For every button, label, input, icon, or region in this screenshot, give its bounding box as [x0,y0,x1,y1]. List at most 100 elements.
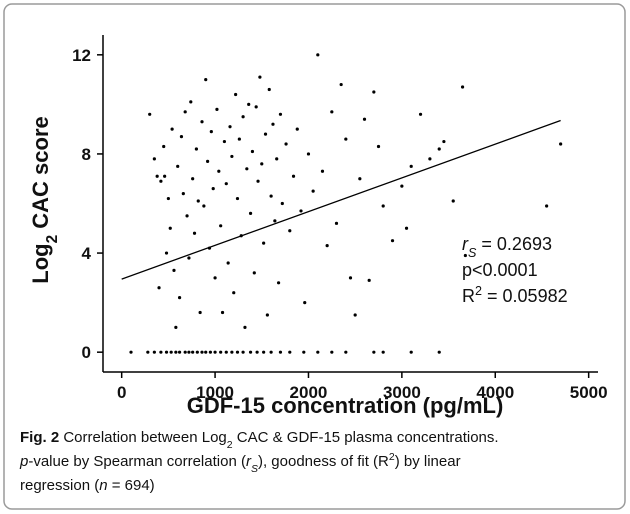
point [334,221,339,225]
point [255,350,259,354]
point [235,350,240,354]
point [164,350,169,354]
point [404,226,409,230]
point [176,164,180,168]
text-run: = 0.05982 [482,286,568,306]
y-axis-label: Log2 CAC score [28,116,61,283]
point [275,157,279,161]
fit-line [121,119,561,280]
point [162,144,166,149]
text-run: Log [28,243,53,283]
y-tick-label: 12 [72,46,91,65]
point [381,350,385,354]
point [202,204,206,208]
point [129,350,133,354]
point [208,350,213,354]
point [220,310,225,315]
text-run: S [468,246,477,260]
point [260,162,264,166]
point [303,301,307,305]
caption-line: p-value by Spearman correlation (rS), go… [19,451,461,475]
point [224,182,228,186]
point [170,127,174,131]
point [232,291,236,295]
point [148,112,152,116]
point [243,325,247,329]
point [311,189,315,193]
text-run: CAC & GDF-15 plasma concentrations. [233,429,499,446]
point [206,159,210,163]
point [376,144,381,149]
point [241,350,245,354]
text-run: ), goodness of fit (R [258,453,389,470]
point [288,350,292,354]
point [168,226,172,230]
point [400,184,404,188]
point [545,204,549,208]
point [252,271,256,275]
point [159,350,163,354]
point [181,191,185,196]
x-axis-label: GDF-15 concentration (pg/mL) [187,393,504,418]
point [152,157,156,161]
point [195,350,199,354]
figure-border [3,3,626,510]
point [169,350,173,354]
point [428,157,432,161]
point [235,196,240,201]
text-run: -value by Spearman correlation ( [28,453,246,470]
point [213,350,217,354]
point [451,199,455,203]
point [409,164,413,168]
point [245,167,249,171]
point [288,229,292,233]
x-tick-label: 2000 [290,383,328,402]
point [276,281,281,285]
stat-annotation: R2 = 0.05982 [462,284,568,306]
point [330,110,334,114]
point [230,350,234,354]
point [159,179,163,183]
point [192,231,197,235]
point [250,149,255,154]
point [228,125,232,129]
point [306,152,311,156]
point [172,268,176,273]
point [200,350,204,354]
point [344,350,348,354]
point [325,244,329,248]
text-run: r [462,234,469,254]
text-run: r [246,453,252,470]
point [183,110,187,114]
text-run: p [19,453,28,470]
point [367,278,371,282]
point [299,209,303,213]
point [437,350,441,354]
x-tick-label: 1000 [196,383,234,402]
point [219,350,223,354]
point [267,87,271,92]
text-run: regression ( [20,477,99,494]
text-run: = 694) [108,477,155,494]
point [362,117,367,121]
point [179,134,184,139]
point [213,276,217,280]
point [164,251,169,255]
y-tick-label: 4 [82,244,92,263]
point [258,75,262,79]
point [437,147,441,151]
point [157,286,161,290]
point [163,174,167,178]
point [196,199,200,203]
point [390,239,395,243]
point [348,276,353,280]
point [215,107,219,111]
point [248,350,253,354]
text-run: ) by linear [395,453,461,470]
point [217,169,221,173]
x-tick-label: 4000 [476,383,514,402]
point [155,174,159,178]
x-tick-label: 5000 [570,383,608,402]
point [191,177,195,181]
